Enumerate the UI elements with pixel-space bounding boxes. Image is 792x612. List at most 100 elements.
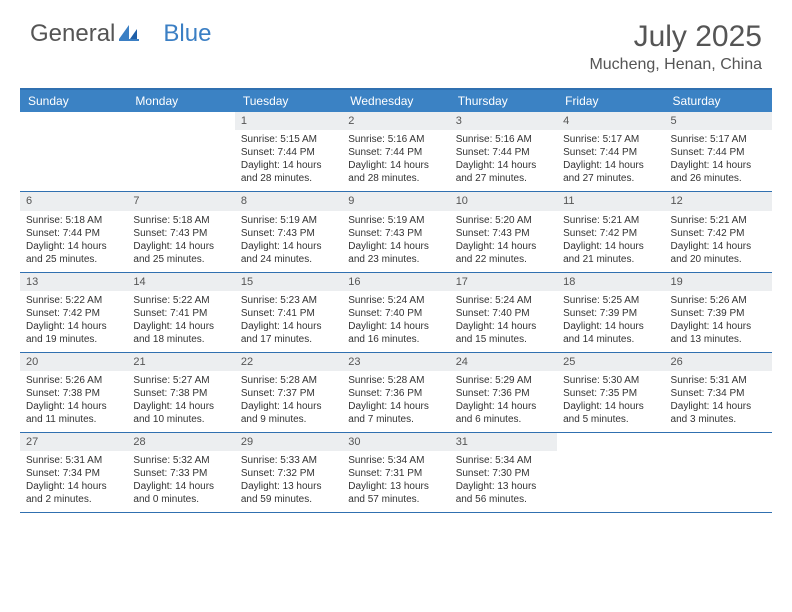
sunrise-line: Sunrise: 5:21 AM	[671, 214, 766, 227]
day-details: Sunrise: 5:34 AMSunset: 7:31 PMDaylight:…	[342, 451, 449, 512]
day-details: Sunrise: 5:17 AMSunset: 7:44 PMDaylight:…	[665, 130, 772, 191]
daylight-line: Daylight: 14 hours and 21 minutes.	[563, 240, 658, 266]
calendar-cell: ..	[127, 112, 234, 191]
day-details: Sunrise: 5:24 AMSunset: 7:40 PMDaylight:…	[450, 291, 557, 352]
daylight-line: Daylight: 14 hours and 25 minutes.	[133, 240, 228, 266]
location: Mucheng, Henan, China	[589, 56, 762, 74]
daylight-line: Daylight: 14 hours and 28 minutes.	[241, 159, 336, 185]
day-number: 31	[450, 433, 557, 451]
day-number: 25	[557, 353, 664, 371]
day-details: Sunrise: 5:24 AMSunset: 7:40 PMDaylight:…	[342, 291, 449, 352]
day-details: Sunrise: 5:26 AMSunset: 7:39 PMDaylight:…	[665, 291, 772, 352]
sunrise-line: Sunrise: 5:30 AM	[563, 374, 658, 387]
month-title: July 2025	[589, 20, 762, 54]
sunset-line: Sunset: 7:31 PM	[348, 467, 443, 480]
day-details: Sunrise: 5:31 AMSunset: 7:34 PMDaylight:…	[665, 371, 772, 432]
daylight-line: Daylight: 14 hours and 28 minutes.	[348, 159, 443, 185]
sunset-line: Sunset: 7:42 PM	[563, 227, 658, 240]
sunrise-line: Sunrise: 5:22 AM	[133, 294, 228, 307]
header: General Blue July 2025 Mucheng, Henan, C…	[0, 0, 792, 82]
daylight-line: Daylight: 14 hours and 23 minutes.	[348, 240, 443, 266]
day-number: 18	[557, 273, 664, 291]
calendar: SundayMondayTuesdayWednesdayThursdayFrid…	[20, 88, 772, 513]
day-details: Sunrise: 5:16 AMSunset: 7:44 PMDaylight:…	[450, 130, 557, 191]
day-details: Sunrise: 5:26 AMSunset: 7:38 PMDaylight:…	[20, 371, 127, 432]
calendar-cell: 29Sunrise: 5:33 AMSunset: 7:32 PMDayligh…	[235, 433, 342, 512]
day-details: Sunrise: 5:28 AMSunset: 7:37 PMDaylight:…	[235, 371, 342, 432]
calendar-cell: 15Sunrise: 5:23 AMSunset: 7:41 PMDayligh…	[235, 273, 342, 352]
calendar-cell: 6Sunrise: 5:18 AMSunset: 7:44 PMDaylight…	[20, 192, 127, 271]
calendar-cell: 25Sunrise: 5:30 AMSunset: 7:35 PMDayligh…	[557, 353, 664, 432]
day-details: Sunrise: 5:33 AMSunset: 7:32 PMDaylight:…	[235, 451, 342, 512]
weekday-header: Wednesday	[342, 90, 449, 112]
sunrise-line: Sunrise: 5:18 AM	[26, 214, 121, 227]
day-details: Sunrise: 5:32 AMSunset: 7:33 PMDaylight:…	[127, 451, 234, 512]
sunrise-line: Sunrise: 5:20 AM	[456, 214, 551, 227]
daylight-line: Daylight: 14 hours and 6 minutes.	[456, 400, 551, 426]
sunrise-line: Sunrise: 5:16 AM	[348, 133, 443, 146]
calendar-cell: 2 Sunrise: 5:16 AMSunset: 7:44 PMDaylight…	[342, 112, 449, 191]
calendar-cell: 3Sunrise: 5:16 AMSunset: 7:44 PMDaylight…	[450, 112, 557, 191]
calendar-cell: 7Sunrise: 5:18 AMSunset: 7:43 PMDaylight…	[127, 192, 234, 271]
day-number: 30	[342, 433, 449, 451]
sunrise-line: Sunrise: 5:31 AM	[26, 454, 121, 467]
daylight-line: Daylight: 14 hours and 14 minutes.	[563, 320, 658, 346]
calendar-cell: 26Sunrise: 5:31 AMSunset: 7:34 PMDayligh…	[665, 353, 772, 432]
calendar-cell: 27Sunrise: 5:31 AMSunset: 7:34 PMDayligh…	[20, 433, 127, 512]
sunrise-line: Sunrise: 5:15 AM	[241, 133, 336, 146]
day-number: 12	[665, 192, 772, 210]
calendar-cell: 5Sunrise: 5:17 AMSunset: 7:44 PMDaylight…	[665, 112, 772, 191]
day-details: Sunrise: 5:31 AMSunset: 7:34 PMDaylight:…	[20, 451, 127, 512]
day-number: 6	[20, 192, 127, 210]
sunrise-line: Sunrise: 5:16 AM	[456, 133, 551, 146]
calendar-header-row: SundayMondayTuesdayWednesdayThursdayFrid…	[20, 90, 772, 112]
day-details: Sunrise: 5:22 AMSunset: 7:42 PMDaylight:…	[20, 291, 127, 352]
day-number: 1	[235, 112, 342, 130]
sunset-line: Sunset: 7:30 PM	[456, 467, 551, 480]
calendar-cell: ..	[665, 433, 772, 512]
sunset-line: Sunset: 7:34 PM	[671, 387, 766, 400]
calendar-row: 20Sunrise: 5:26 AMSunset: 7:38 PMDayligh…	[20, 353, 772, 433]
calendar-cell: 12Sunrise: 5:21 AMSunset: 7:42 PMDayligh…	[665, 192, 772, 271]
daylight-line: Daylight: 14 hours and 19 minutes.	[26, 320, 121, 346]
sunrise-line: Sunrise: 5:25 AM	[563, 294, 658, 307]
day-details: Sunrise: 5:18 AMSunset: 7:43 PMDaylight:…	[127, 211, 234, 272]
sunrise-line: Sunrise: 5:27 AM	[133, 374, 228, 387]
daylight-line: Daylight: 14 hours and 11 minutes.	[26, 400, 121, 426]
daylight-line: Daylight: 14 hours and 13 minutes.	[671, 320, 766, 346]
calendar-cell: 22Sunrise: 5:28 AMSunset: 7:37 PMDayligh…	[235, 353, 342, 432]
sunset-line: Sunset: 7:36 PM	[348, 387, 443, 400]
daylight-line: Daylight: 14 hours and 9 minutes.	[241, 400, 336, 426]
calendar-cell: 1Sunrise: 5:15 AMSunset: 7:44 PMDaylight…	[235, 112, 342, 191]
sunset-line: Sunset: 7:34 PM	[26, 467, 121, 480]
daylight-line: Daylight: 14 hours and 17 minutes.	[241, 320, 336, 346]
calendar-cell: 23Sunrise: 5:28 AMSunset: 7:36 PMDayligh…	[342, 353, 449, 432]
day-number: 2	[342, 112, 449, 130]
sunset-line: Sunset: 7:44 PM	[348, 146, 443, 159]
daylight-line: Daylight: 14 hours and 15 minutes.	[456, 320, 551, 346]
calendar-cell: ..	[557, 433, 664, 512]
day-number: 4	[557, 112, 664, 130]
day-number: 19	[665, 273, 772, 291]
sunset-line: Sunset: 7:42 PM	[671, 227, 766, 240]
sunrise-line: Sunrise: 5:33 AM	[241, 454, 336, 467]
calendar-row: 13Sunrise: 5:22 AMSunset: 7:42 PMDayligh…	[20, 273, 772, 353]
sunset-line: Sunset: 7:41 PM	[133, 307, 228, 320]
day-number: 11	[557, 192, 664, 210]
calendar-cell: 4Sunrise: 5:17 AMSunset: 7:44 PMDaylight…	[557, 112, 664, 191]
sunset-line: Sunset: 7:38 PM	[26, 387, 121, 400]
day-number: 3	[450, 112, 557, 130]
day-number: 24	[450, 353, 557, 371]
calendar-cell: 28Sunrise: 5:32 AMSunset: 7:33 PMDayligh…	[127, 433, 234, 512]
sunrise-line: Sunrise: 5:31 AM	[671, 374, 766, 387]
day-details: Sunrise: 5:34 AMSunset: 7:30 PMDaylight:…	[450, 451, 557, 512]
daylight-line: Daylight: 14 hours and 22 minutes.	[456, 240, 551, 266]
sunset-line: Sunset: 7:44 PM	[563, 146, 658, 159]
calendar-body: ....1Sunrise: 5:15 AMSunset: 7:44 PMDayl…	[20, 112, 772, 513]
sunrise-line: Sunrise: 5:24 AM	[456, 294, 551, 307]
sunrise-line: Sunrise: 5:34 AM	[456, 454, 551, 467]
sunset-line: Sunset: 7:36 PM	[456, 387, 551, 400]
sunrise-line: Sunrise: 5:19 AM	[348, 214, 443, 227]
daylight-line: Daylight: 14 hours and 2 minutes.	[26, 480, 121, 506]
daylight-line: Daylight: 14 hours and 25 minutes.	[26, 240, 121, 266]
